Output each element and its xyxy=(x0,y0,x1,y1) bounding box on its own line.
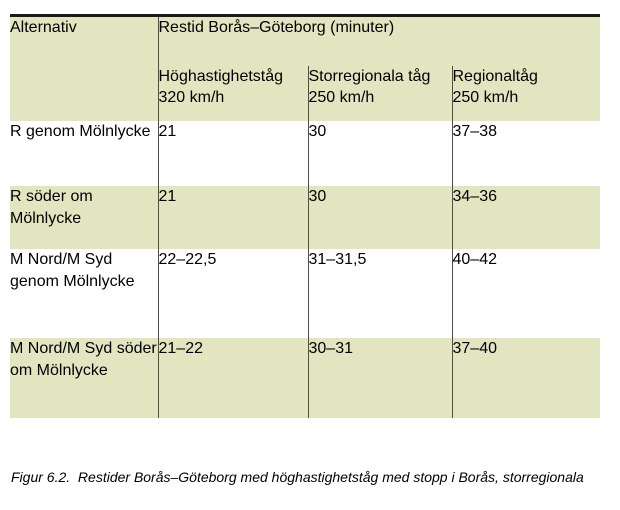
figure-caption: Figur 6.2. Restider Borås–Göteborg med h… xyxy=(11,424,611,510)
row-label: R genom Mölnlycke xyxy=(10,120,158,186)
value-storregionala: 30–31 xyxy=(307,337,452,418)
table-row-r-genom: R genom Mölnlycke 21 30 37–38 xyxy=(10,120,600,186)
travel-time-table: Alternativ Restid Borås–Göteborg (minute… xyxy=(10,14,600,418)
value-hoghastighetstag: 21 xyxy=(157,120,308,186)
column-name: Regionaltåg xyxy=(452,67,538,85)
row-label: M Nord/M Syd genom Mölnlycke xyxy=(10,248,158,338)
row-label: M Nord/M Syd söder om Mölnlycke xyxy=(10,337,158,418)
column-header-storregionala: Storregionala tåg 250 km/h xyxy=(307,65,452,121)
value-regionaltag: 37–40 xyxy=(451,337,600,418)
figure-table-wrap: Alternativ Restid Borås–Göteborg (minute… xyxy=(10,14,600,418)
value-hoghastighetstag: 21–22 xyxy=(157,337,308,418)
value-hoghastighetstag: 22–22,5 xyxy=(157,248,308,338)
value-regionaltag: 34–36 xyxy=(451,185,600,249)
caption-line: Figur 6.2. Restider Borås–Göteborg med h… xyxy=(11,468,584,485)
column-name: Höghastighetståg xyxy=(158,67,284,85)
value-hoghastighetstag: 21 xyxy=(157,185,308,249)
table-row-m-genom: M Nord/M Syd genom Mölnlycke 22–22,5 31–… xyxy=(10,248,600,338)
value-storregionala: 30 xyxy=(307,185,452,249)
value-regionaltag: 37–38 xyxy=(451,120,600,186)
column-name: Storregionala tåg xyxy=(308,67,431,85)
main-header-restid: Restid Borås–Göteborg (minuter) xyxy=(157,15,600,66)
column-header-alternativ: Alternativ xyxy=(10,15,158,121)
row-label: R söder om Mölnlycke xyxy=(10,185,158,249)
column-speed: 320 km/h xyxy=(158,88,225,106)
value-regionaltag: 40–42 xyxy=(451,248,600,338)
column-header-hoghastighetstag: Höghastighetståg 320 km/h xyxy=(157,65,308,121)
column-speed: 250 km/h xyxy=(308,88,375,106)
table-row-m-soder: M Nord/M Syd söder om Mölnlycke 21–22 30… xyxy=(10,337,600,418)
header-row-sub: Höghastighetståg 320 km/h Storregionala … xyxy=(10,65,600,121)
table-row-r-soder: R söder om Mölnlycke 21 30 34–36 xyxy=(10,185,600,249)
value-storregionala: 30 xyxy=(307,120,452,186)
column-speed: 250 km/h xyxy=(452,88,519,106)
column-header-regionaltag: Regionaltåg 250 km/h xyxy=(451,65,600,121)
value-storregionala: 31–31,5 xyxy=(307,248,452,338)
header-row-main: Alternativ Restid Borås–Göteborg (minute… xyxy=(10,15,600,121)
